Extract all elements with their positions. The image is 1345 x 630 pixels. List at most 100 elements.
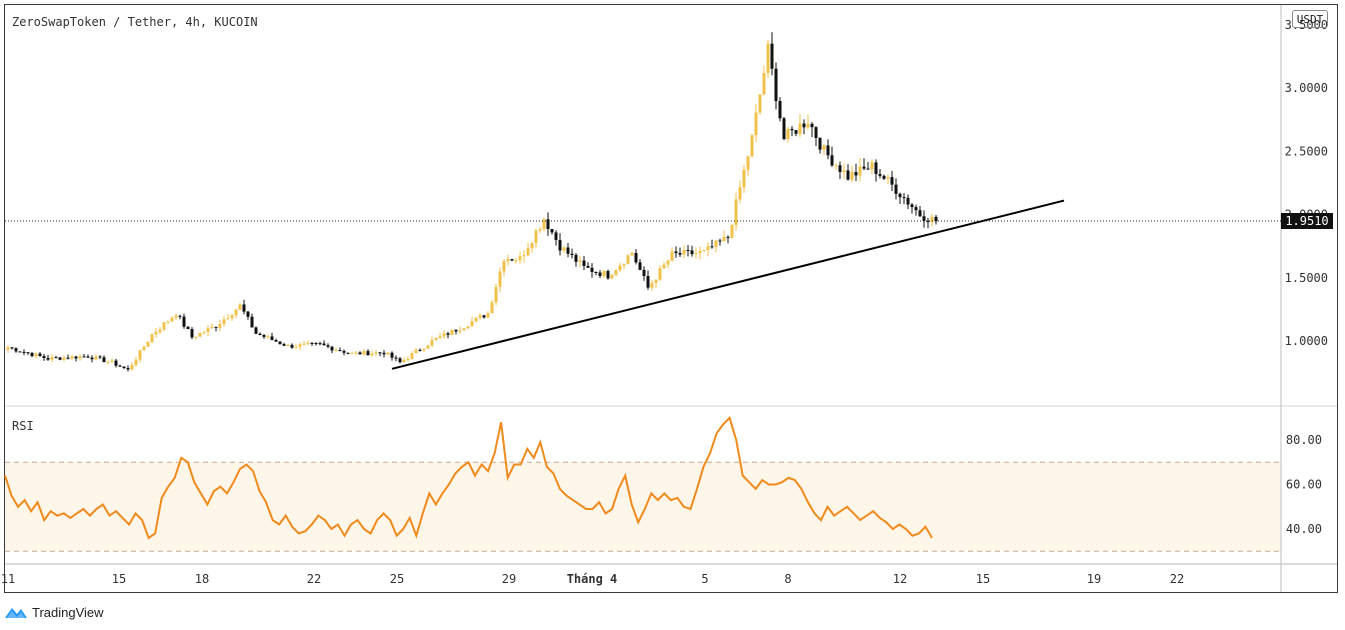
candle-body [250,316,254,328]
candle-body [346,352,350,354]
candle-body [850,172,854,180]
candle-body [530,243,534,249]
candle-body [466,326,470,329]
candle-body [270,336,274,340]
candle-body [474,317,478,322]
candle-body [190,329,194,338]
candle-body [106,361,110,363]
candle-body [538,229,542,231]
candle-body [570,253,574,255]
rsi-tick-label: 80.00 [1286,433,1322,447]
candle-body [494,286,498,303]
candle-body [22,351,26,353]
candle-body [694,253,698,255]
candle-body [806,123,810,128]
time-tick-label: 15 [976,572,990,586]
candle-body [930,216,934,223]
candle-body [646,275,650,288]
candle-body [202,332,206,334]
candle-body [406,358,410,360]
candle-body [794,130,798,134]
candle-body [122,366,126,368]
candle-body [34,353,38,357]
candle-body [810,123,814,128]
rsi-band [5,462,1281,552]
candle-body [14,348,18,352]
candle-body [602,271,606,276]
candle-body [750,135,754,157]
candle-body [470,321,474,327]
candle-body [890,177,894,185]
currency-button[interactable]: USDT [1292,10,1328,28]
candle-body [258,333,262,336]
candle-body [290,344,294,348]
candle-body [46,357,50,360]
candle-body [758,94,762,113]
candle-body [278,341,282,345]
time-tick-label: 15 [112,572,126,586]
price-tick-label: 3.5000 [1285,18,1328,32]
candle-body [622,263,626,266]
candle-body [110,360,114,362]
candle-body [458,330,462,332]
candle-body [170,317,174,322]
candle-body [854,172,858,176]
time-tick-label: 25 [390,572,404,586]
candle-body [138,350,142,360]
candle-body [294,346,298,348]
candle-body [618,265,622,271]
candle-body [874,162,878,175]
candle-body [70,356,74,359]
candle-body [438,336,442,339]
support-trendline[interactable] [391,199,1065,370]
candle-body [410,353,414,359]
candle-body [6,347,10,350]
candle-body [654,279,658,283]
candle-body [546,219,550,230]
candle-body [358,352,362,355]
candle-body [706,246,710,250]
candle-body [302,343,306,345]
candle-body [242,304,246,312]
candle-body [830,155,834,166]
candle-body [702,249,706,252]
rsi-line [4,415,933,540]
candle-body [614,270,618,275]
candle-body [478,315,482,318]
candle-body [246,311,250,317]
tradingview-logo[interactable]: TradingView [4,603,104,621]
candle-body [150,334,154,342]
candle-body [738,187,742,200]
candle-body [594,271,598,273]
candle-body [230,315,234,319]
candle-body [166,321,170,323]
candle-body [554,232,558,240]
candle-body [926,220,930,223]
candle-body [722,236,726,242]
candle-body [498,271,502,287]
candle-body [262,335,266,337]
candle-body [514,260,518,262]
candle-body [338,350,342,352]
candle-body [154,332,158,335]
candle-body [430,339,434,346]
candle-body [862,166,866,169]
candle-body [198,332,202,337]
candle-body [754,112,758,136]
candle-body [182,316,186,327]
time-tick-label: 22 [307,572,321,586]
time-tick-label: 12 [893,572,907,586]
symbol-title: ZeroSwapToken / Tether, 4h, KUCOIN [12,15,258,29]
candle-body [786,128,790,140]
candle-body [866,168,870,170]
candle-body [526,248,530,256]
candle-body [446,333,450,335]
candle-body [510,259,514,261]
candle-body [342,350,346,353]
candle-body [214,326,218,328]
candle-body [934,216,938,222]
candle-body [314,343,318,345]
candle-body [914,207,918,211]
candle-body [366,351,370,356]
